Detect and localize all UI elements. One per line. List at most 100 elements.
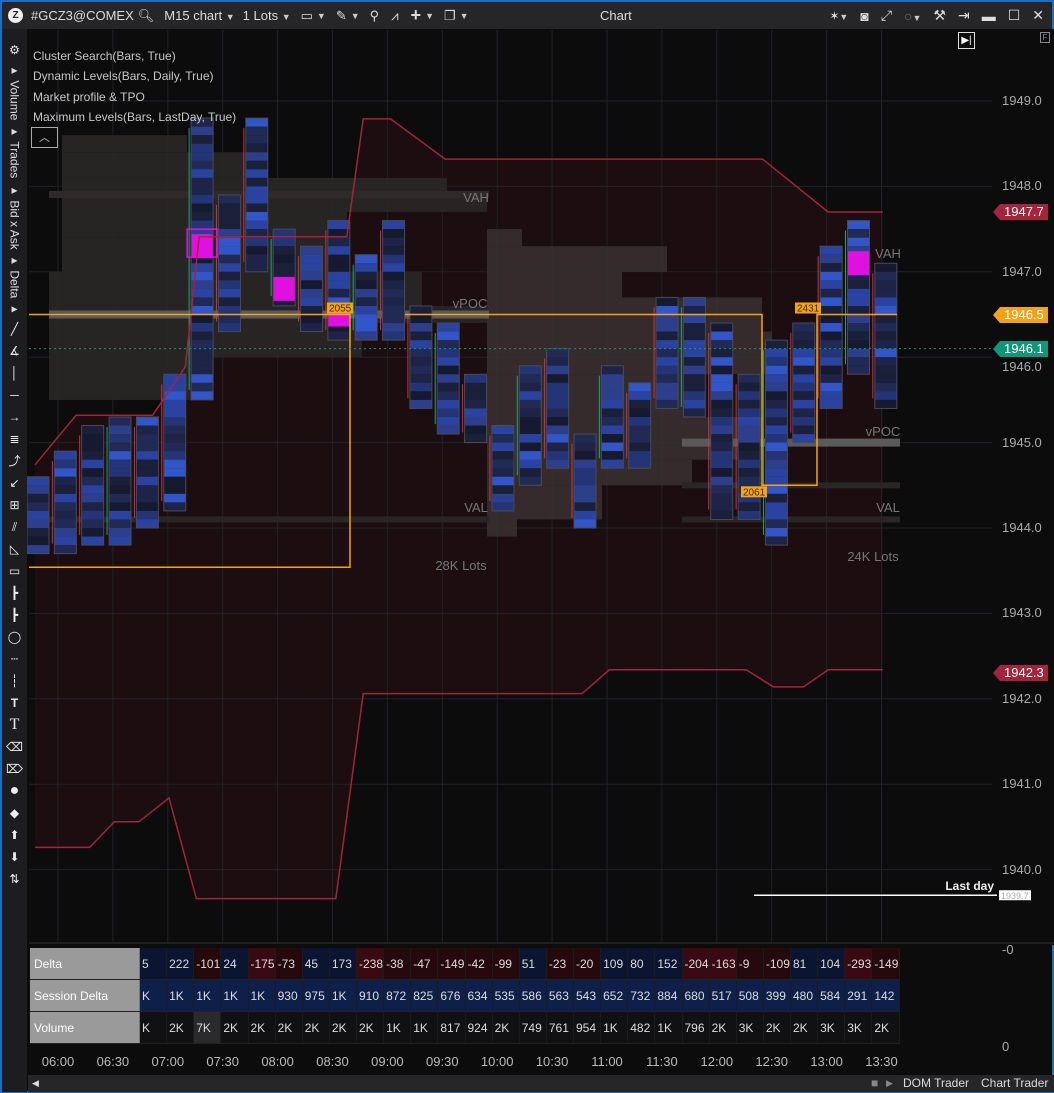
rectangle-icon[interactable]: ▭ [8, 564, 21, 579]
ellipse-icon[interactable]: ◯ [7, 630, 22, 645]
vah-line [49, 190, 489, 198]
triangle-icon[interactable]: ◺ [9, 542, 20, 557]
monitor-icon[interactable]: ▭ [300, 7, 313, 23]
tab-trades[interactable]: ▸ Trades [7, 124, 22, 179]
tag-right-icon[interactable]: ⌦ [6, 762, 23, 777]
cluster-cell [191, 357, 214, 366]
price-chart[interactable]: 2055 2431 2061 Last day 1939.7 VAH vPOC VAL 28K … [27, 29, 1054, 945]
ruler-icon[interactable]: ⊞ [9, 498, 20, 513]
scroll-right-icon[interactable]: ▶ [886, 1078, 893, 1088]
text-icon[interactable]: T [9, 716, 20, 734]
maximize-icon[interactable]: ☐ [1007, 7, 1021, 23]
pencil-icon[interactable]: ✎ [335, 7, 347, 23]
close-icon[interactable]: ✕ [1032, 7, 1044, 23]
diamond-icon[interactable]: ◆ [9, 806, 20, 821]
arrow-right-icon[interactable]: → [8, 410, 21, 425]
lots-dropdown[interactable]: 1 Lots ▼ [243, 8, 291, 23]
sort-icon[interactable]: ⇅ [9, 872, 20, 887]
dots-v-icon[interactable]: ┆ [10, 674, 19, 689]
arrow-down-icon[interactable]: ⬇ [9, 850, 20, 865]
tab-delta[interactable]: ▸ Delta ▸ [7, 253, 22, 317]
indicator-cell: 2K [167, 1012, 195, 1043]
indicator-icon[interactable]: ⩘ [391, 7, 399, 23]
price-tick-label: 1946.0 [1002, 358, 1042, 374]
scroll-to-end-button[interactable]: ▶| [958, 32, 975, 49]
crosshair-icon[interactable]: + [410, 5, 422, 25]
fullscreen-icon[interactable]: ⤢ [880, 7, 893, 23]
tab-volume[interactable]: ▸ Volume [7, 63, 22, 121]
f-button[interactable]: F [1040, 32, 1050, 43]
zoom-icon[interactable]: ⚲ [369, 7, 380, 23]
tag-left-icon[interactable]: ⌫ [6, 740, 23, 755]
circle-icon[interactable]: ○▼ [904, 7, 922, 24]
legend-item[interactable]: Market profile & TPO [33, 89, 145, 104]
cluster-cell [382, 280, 405, 289]
cluster-cell [191, 331, 214, 341]
arrow-down-left-icon[interactable]: ↙ [9, 476, 20, 491]
cluster-cell [847, 323, 870, 332]
pin-icon[interactable]: ⇥ [957, 7, 970, 23]
cluster-cell [327, 331, 350, 341]
profile2-icon[interactable]: ┣ [10, 608, 19, 623]
fibonacci-icon[interactable]: ≣ [9, 432, 20, 447]
symbol-label[interactable]: #GCZ3@COMEX [31, 8, 134, 23]
curve-icon[interactable]: ⤴ [8, 454, 21, 469]
cluster-cell [710, 459, 733, 469]
indicator-cell: 1K [655, 1012, 683, 1043]
window-icon[interactable]: ❐ [443, 7, 456, 23]
market-profile-bar [62, 194, 487, 213]
profile-icon[interactable]: ┣ [10, 586, 19, 601]
legend-item[interactable]: Dynamic Levels(Bars, Daily, True) [33, 69, 214, 84]
cluster-cell [218, 323, 241, 332]
price-tick-label: 1948.0 [1002, 178, 1042, 194]
cluster-cell [519, 382, 542, 392]
text-lock-icon[interactable]: T [10, 696, 19, 711]
cluster-cell [491, 502, 514, 511]
legend-item[interactable]: Cluster Search(Bars, True) [33, 49, 176, 63]
cluster-cell [820, 323, 843, 332]
chevron-down-icon[interactable]: ▼ [425, 10, 434, 21]
cursor-icon[interactable]: ✶▼ [829, 8, 849, 23]
collapse-legend-button[interactable]: ︿ [31, 127, 58, 148]
indicator-cell: 872 [384, 980, 412, 1011]
cluster-cell [820, 271, 843, 281]
time-tick-label: 09:00 [371, 1054, 404, 1069]
cluster-cell [81, 434, 104, 443]
tab-bid-ask[interactable]: ▸ Bid x Ask [7, 182, 22, 250]
price-tag: 1947.7 [993, 204, 1048, 221]
chevron-down-icon[interactable]: ▼ [350, 10, 360, 21]
indicator-row: Delta 5 222 -101 24 -175 -73 45 173 -238 -38 -47 -14… [30, 948, 900, 980]
chart-trader-button[interactable]: Chart Trader [981, 1076, 1049, 1090]
cluster-cell [546, 365, 569, 375]
dom-trader-button[interactable]: DOM Trader [903, 1076, 970, 1090]
cluster-cell [245, 126, 268, 136]
vertical-line-icon[interactable]: │ [10, 366, 19, 381]
tab-label: Trades [7, 141, 22, 179]
channel-icon[interactable]: ⫽ [11, 520, 18, 535]
dots-h-icon[interactable]: ┄ [10, 652, 19, 667]
arrow-up-icon[interactable]: ⬆ [9, 828, 20, 843]
chevron-down-icon[interactable]: ▼ [459, 10, 469, 21]
camera-icon[interactable]: ◙ [860, 7, 869, 24]
line-tool-icon[interactable]: ╱ [10, 322, 19, 337]
circle-fill-icon[interactable]: ● [9, 782, 20, 800]
chart-type-dropdown[interactable]: M15 chart ▼ [164, 8, 234, 23]
cluster-cell [710, 357, 733, 366]
gear-icon[interactable]: ⚙ [9, 43, 20, 57]
angle-tool-icon[interactable]: ∡ [9, 344, 20, 359]
horizontal-scrollbar[interactable]: ◀ ■ ▶ DOM Trader Chart Trader [28, 1075, 1054, 1092]
legend-item[interactable]: Maximum Levels(Bars, LastDay, True) [33, 109, 237, 124]
minimize-icon[interactable]: ▬ [981, 7, 996, 24]
time-axis[interactable]: 06:00 06:30 07:00 07:30 08:00 08:30 09:00 09:30… [30, 1048, 900, 1074]
tools-icon[interactable]: ⚒ [933, 7, 946, 23]
chevron-down-icon[interactable]: ▼ [316, 10, 326, 21]
scroll-left-icon[interactable]: ◀ [32, 1078, 39, 1088]
horizontal-line-icon[interactable]: ─ [10, 388, 19, 403]
indicator-cell: 2K [492, 1012, 520, 1043]
cluster-cell [792, 340, 815, 349]
search-icon[interactable]: 🔍︎ [137, 7, 155, 23]
scroll-thumb-icon[interactable]: ■ [871, 1076, 879, 1090]
cluster-cell [109, 510, 132, 520]
indicator-cell: 761 [546, 1012, 574, 1043]
cluster-cell [628, 425, 651, 435]
